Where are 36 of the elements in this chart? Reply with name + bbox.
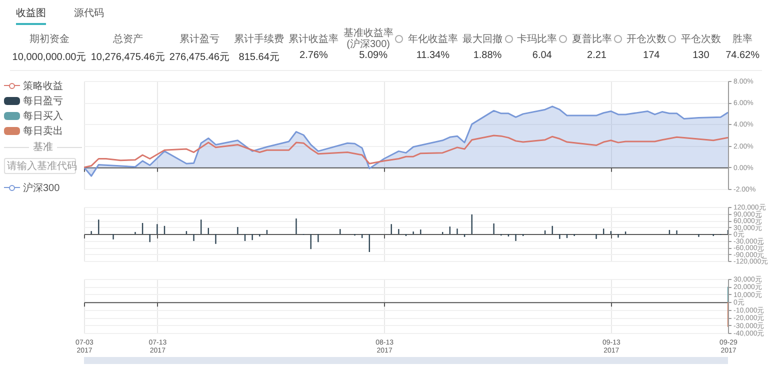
text: 胜率	[732, 34, 753, 44]
text: 5.09%	[358, 50, 388, 61]
text: 累计收益率	[288, 34, 339, 44]
text: 年化收益率	[408, 34, 458, 44]
text: 源代码	[74, 7, 104, 21]
text: 74.62%	[726, 50, 760, 61]
text: 最大回撤	[462, 34, 503, 44]
legend-label: 每日盈亏	[23, 94, 63, 108]
legend-label: 每日卖出	[23, 124, 63, 138]
text: 基准	[33, 140, 53, 154]
legend-label: 每日买入	[23, 110, 63, 122]
text: 6.04	[531, 50, 553, 61]
text: 平仓次数	[680, 34, 721, 44]
text: 10,000,000.00元	[12, 51, 86, 64]
text: 2.76%	[298, 50, 329, 61]
text: 10,276,475.46元	[90, 51, 165, 64]
legend-label: 策略收益	[23, 80, 63, 92]
text: 2.21	[586, 50, 608, 61]
text: 1.88%	[472, 50, 503, 61]
text: 夏普比率	[572, 34, 612, 44]
text: 276,475.46元	[169, 51, 230, 64]
text: 期初资金	[29, 34, 70, 44]
text: 174	[642, 50, 661, 61]
text: 累计手续费	[234, 34, 284, 44]
line-series	[84, 134, 728, 168]
text: 815.64元	[238, 51, 280, 64]
text: 基准收益率 (沪深300)	[343, 28, 394, 50]
text: 累计盈亏	[179, 34, 220, 44]
text: 卡玛比率	[517, 34, 558, 44]
text: 收益图	[16, 6, 46, 25]
text: 130	[692, 50, 710, 61]
text: 总资产	[112, 34, 143, 44]
legend-label: 沪深300	[23, 182, 60, 194]
text: 11.34%	[415, 50, 451, 61]
text: 开仓次数	[626, 34, 666, 44]
text-field: 请输入基准代码	[4, 158, 76, 174]
